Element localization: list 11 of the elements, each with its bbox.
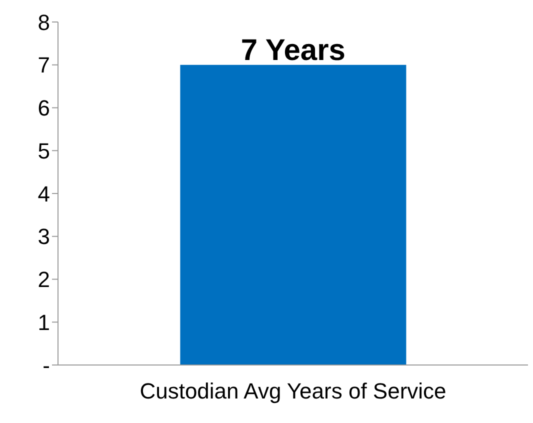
y-tick-label: 1 xyxy=(38,310,50,335)
y-tick-label: 6 xyxy=(38,96,50,121)
data-label: 7 Years xyxy=(240,34,346,67)
y-tick-label: 2 xyxy=(38,267,50,292)
y-tick-label: 7 xyxy=(38,52,50,78)
y-tick-label: 5 xyxy=(38,138,50,164)
y-tick-label: 4 xyxy=(38,181,50,206)
y-tick-label: 3 xyxy=(38,224,50,250)
y-tick-label: 8 xyxy=(38,10,50,35)
y-tick-label: - xyxy=(42,352,50,378)
x-tick-label: Custodian Avg Years of Service xyxy=(140,378,446,404)
